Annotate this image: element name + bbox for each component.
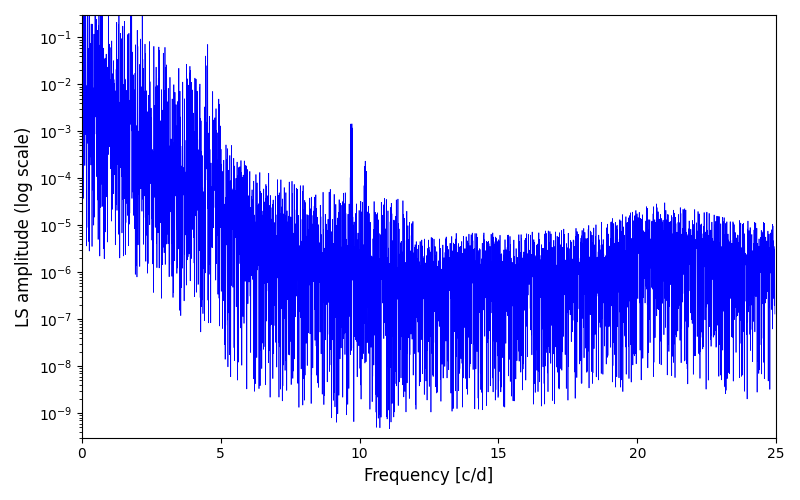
Y-axis label: LS amplitude (log scale): LS amplitude (log scale) (15, 126, 33, 326)
X-axis label: Frequency [c/d]: Frequency [c/d] (364, 467, 494, 485)
